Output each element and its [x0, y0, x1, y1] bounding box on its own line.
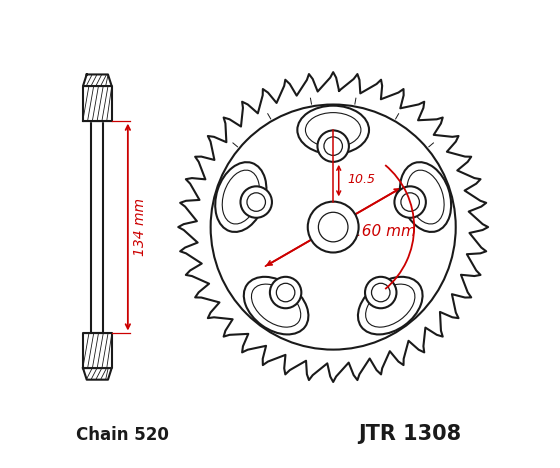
Ellipse shape	[222, 170, 259, 224]
Polygon shape	[91, 121, 104, 333]
Circle shape	[247, 193, 265, 212]
Circle shape	[401, 193, 419, 212]
Ellipse shape	[251, 284, 301, 327]
Circle shape	[319, 212, 348, 242]
Ellipse shape	[305, 113, 361, 147]
Text: 10.5: 10.5	[347, 173, 375, 186]
Ellipse shape	[366, 284, 415, 327]
Polygon shape	[83, 74, 111, 86]
Ellipse shape	[244, 277, 309, 335]
Ellipse shape	[358, 277, 423, 335]
Ellipse shape	[297, 106, 369, 154]
Circle shape	[318, 131, 349, 162]
Polygon shape	[83, 86, 111, 121]
Ellipse shape	[215, 162, 267, 232]
Text: 134 mm: 134 mm	[133, 198, 147, 256]
Circle shape	[324, 137, 342, 155]
Circle shape	[240, 186, 272, 218]
Ellipse shape	[407, 170, 444, 224]
Circle shape	[211, 104, 456, 350]
Text: 160 mm: 160 mm	[352, 224, 416, 239]
Polygon shape	[83, 333, 111, 368]
Circle shape	[365, 277, 396, 308]
Circle shape	[308, 202, 358, 253]
Polygon shape	[83, 368, 111, 380]
Circle shape	[394, 186, 426, 218]
Text: Chain 520: Chain 520	[76, 426, 169, 445]
Circle shape	[277, 283, 295, 302]
Circle shape	[371, 283, 390, 302]
Ellipse shape	[400, 162, 451, 232]
Text: JTR 1308: JTR 1308	[358, 424, 461, 445]
Circle shape	[270, 277, 301, 308]
Polygon shape	[178, 72, 488, 382]
